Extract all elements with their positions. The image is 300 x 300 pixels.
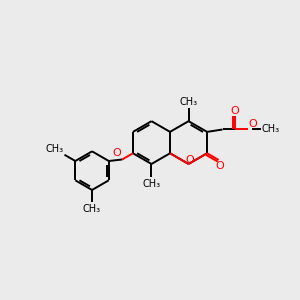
Text: O: O [231,106,239,116]
Text: O: O [248,119,257,129]
Text: CH₃: CH₃ [83,204,101,214]
Text: CH₃: CH₃ [46,144,64,154]
Text: CH₃: CH₃ [179,97,198,106]
Text: O: O [215,161,224,171]
Text: CH₃: CH₃ [262,124,280,134]
Text: O: O [112,148,121,158]
Text: CH₃: CH₃ [142,178,160,188]
Text: O: O [186,155,194,165]
